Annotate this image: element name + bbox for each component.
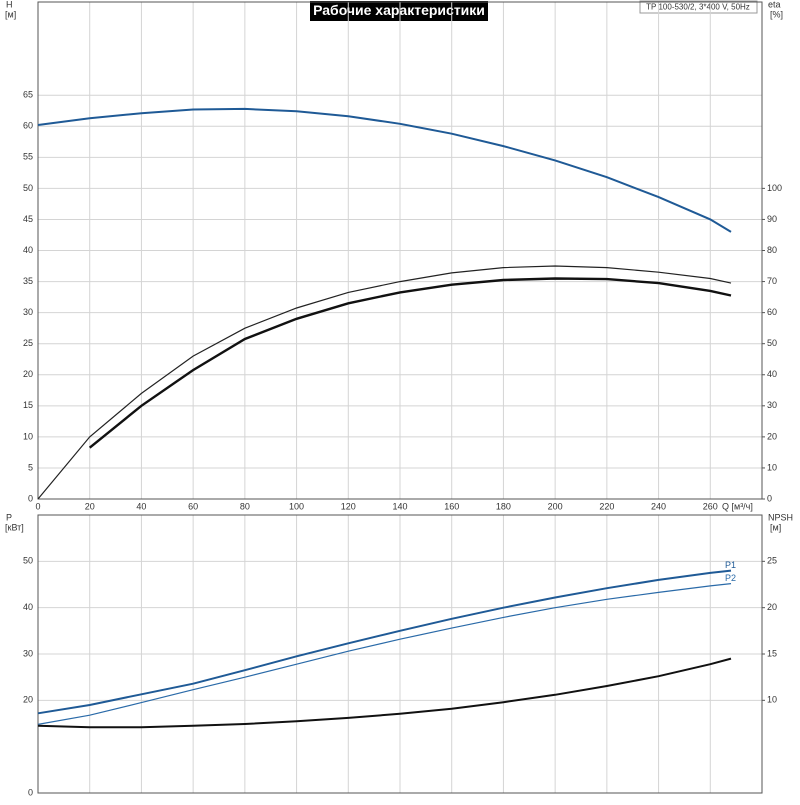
note: TP 100-530/2, 3*400 V, 50Hz (646, 3, 750, 12)
x-tick-label: 160 (444, 501, 459, 511)
plot-frame (37, 514, 763, 794)
y2-tick-label: 30 (767, 400, 777, 410)
x-tick-label: 60 (188, 501, 198, 511)
y2-tick-label: 80 (767, 245, 777, 255)
y2-tick-label: 60 (767, 307, 777, 317)
series-label: P2 (725, 573, 736, 583)
y-tick-label: 65 (23, 90, 33, 100)
curve (88, 277, 732, 449)
y2-unit: [%] (770, 9, 783, 19)
curve (37, 265, 732, 500)
x-tick-label: 240 (651, 501, 666, 511)
x-tick-label: 40 (136, 501, 146, 511)
y-label: P (6, 512, 12, 522)
y2-tick-label: 20 (767, 431, 777, 441)
y-tick-label: 25 (23, 338, 33, 348)
y2-tick-label: 0 (767, 493, 772, 503)
y-tick-label: 45 (23, 214, 33, 224)
x-tick-label: 140 (392, 501, 407, 511)
y-tick-label: 20 (23, 369, 33, 379)
y2-tick-label: 10 (767, 462, 777, 472)
curve (37, 583, 732, 725)
curve (37, 657, 732, 729)
y2-unit: [м] (770, 522, 781, 532)
y2-tick-label: 20 (767, 602, 777, 612)
x-label: Q [м³/ч] (722, 501, 753, 511)
x-tick-label: 180 (496, 501, 511, 511)
y-tick-label: 35 (23, 276, 33, 286)
y2-label: NPSH (768, 512, 793, 522)
note-box (639, 0, 758, 14)
y-tick-label: 30 (23, 648, 33, 658)
x-tick-label: 260 (703, 501, 718, 511)
title-box (310, 1, 488, 21)
y2-tick-label: 90 (767, 214, 777, 224)
x-tick-label: 20 (85, 501, 95, 511)
y2-tick-label: 100 (767, 183, 782, 193)
plot-frame (37, 1, 763, 500)
y-unit: [м] (5, 9, 16, 19)
y2-label: eta (768, 0, 781, 9)
x-tick-label: 200 (548, 501, 563, 511)
y2-tick-label: 25 (767, 556, 777, 566)
y2-tick-label: 40 (767, 369, 777, 379)
y-tick-label: 40 (23, 245, 33, 255)
x-tick-label: 0 (35, 501, 40, 511)
y-tick-label: 50 (23, 183, 33, 193)
y-label: H (6, 0, 13, 9)
y-tick-label: 0 (28, 493, 33, 503)
y-tick-label: 30 (23, 307, 33, 317)
y-tick-label: 0 (28, 787, 33, 797)
y2-tick-label: 15 (767, 648, 777, 658)
chart-title: Рабочие характеристики (313, 2, 485, 18)
series-label: P1 (725, 560, 736, 570)
curve (37, 107, 732, 233)
y-tick-label: 60 (23, 121, 33, 131)
y-tick-label: 10 (23, 431, 33, 441)
y-tick-label: 15 (23, 400, 33, 410)
x-tick-label: 100 (289, 501, 304, 511)
y-tick-label: 40 (23, 602, 33, 612)
y2-tick-label: 50 (767, 338, 777, 348)
y-tick-label: 5 (28, 462, 33, 472)
y2-tick-label: 10 (767, 695, 777, 705)
x-tick-label: 80 (240, 501, 250, 511)
y-tick-label: 55 (23, 152, 33, 162)
y-tick-label: 20 (23, 695, 33, 705)
x-tick-label: 220 (599, 501, 614, 511)
curve (37, 569, 732, 715)
y2-tick-label: 70 (767, 276, 777, 286)
y-unit: [кВт] (5, 522, 24, 532)
x-tick-label: 120 (341, 501, 356, 511)
y-tick-label: 50 (23, 556, 33, 566)
